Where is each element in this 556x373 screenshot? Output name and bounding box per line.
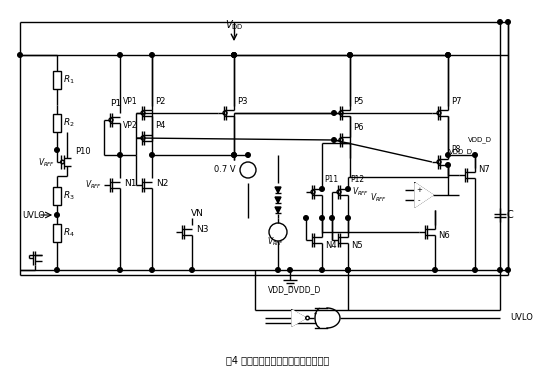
Text: VDD_DVDD_D: VDD_DVDD_D bbox=[269, 285, 322, 295]
Circle shape bbox=[232, 153, 236, 157]
Circle shape bbox=[473, 268, 477, 272]
Text: $V_{RFF}$: $V_{RFF}$ bbox=[370, 192, 387, 204]
Circle shape bbox=[150, 153, 155, 157]
Circle shape bbox=[330, 216, 334, 220]
Circle shape bbox=[446, 53, 450, 57]
Text: $V_{RFF}$: $V_{RFF}$ bbox=[267, 236, 285, 248]
Text: $V_{RFF}$: $V_{RFF}$ bbox=[38, 157, 55, 169]
Text: P2: P2 bbox=[155, 97, 165, 106]
Circle shape bbox=[190, 268, 194, 272]
Circle shape bbox=[498, 20, 502, 24]
Text: $V_{RFF}$: $V_{RFF}$ bbox=[352, 186, 369, 198]
Circle shape bbox=[346, 187, 350, 191]
Circle shape bbox=[232, 153, 236, 157]
Text: N7: N7 bbox=[478, 166, 490, 175]
Text: 0.7 V: 0.7 V bbox=[215, 166, 236, 175]
Circle shape bbox=[276, 268, 280, 272]
Text: P11: P11 bbox=[324, 176, 338, 185]
Circle shape bbox=[332, 138, 336, 142]
Text: UVLO: UVLO bbox=[22, 210, 45, 219]
Circle shape bbox=[246, 153, 250, 157]
Text: N5: N5 bbox=[351, 241, 363, 250]
Circle shape bbox=[232, 53, 236, 57]
Text: C: C bbox=[507, 210, 513, 220]
Text: VDD_D: VDD_D bbox=[468, 137, 492, 143]
Text: -: - bbox=[418, 197, 420, 203]
Bar bbox=[53, 224, 61, 242]
Circle shape bbox=[118, 53, 122, 57]
Circle shape bbox=[54, 268, 59, 272]
Text: $V_{RFF}$: $V_{RFF}$ bbox=[85, 179, 102, 191]
Circle shape bbox=[320, 268, 324, 272]
Circle shape bbox=[433, 268, 438, 272]
Text: P12: P12 bbox=[350, 176, 364, 185]
Circle shape bbox=[348, 53, 353, 57]
Circle shape bbox=[473, 153, 477, 157]
Bar bbox=[53, 187, 61, 205]
Polygon shape bbox=[292, 310, 306, 326]
Text: P3: P3 bbox=[237, 97, 247, 106]
Text: VP1: VP1 bbox=[123, 97, 138, 106]
Circle shape bbox=[498, 268, 502, 272]
Text: N1: N1 bbox=[124, 179, 137, 188]
Polygon shape bbox=[275, 187, 281, 193]
Circle shape bbox=[232, 53, 236, 57]
Text: P8: P8 bbox=[451, 145, 460, 154]
Text: VN: VN bbox=[191, 210, 204, 219]
Circle shape bbox=[446, 153, 450, 157]
Circle shape bbox=[320, 187, 324, 191]
Circle shape bbox=[18, 53, 22, 57]
Text: +: + bbox=[416, 187, 422, 193]
Text: P1: P1 bbox=[111, 100, 122, 109]
Circle shape bbox=[346, 268, 350, 272]
Text: $R_2$: $R_2$ bbox=[63, 117, 75, 129]
Text: $R_1$: $R_1$ bbox=[63, 74, 75, 86]
Circle shape bbox=[304, 216, 308, 220]
Polygon shape bbox=[415, 183, 433, 207]
Circle shape bbox=[346, 216, 350, 220]
Text: N4: N4 bbox=[325, 241, 336, 250]
Text: UVLO: UVLO bbox=[510, 313, 533, 323]
Circle shape bbox=[150, 268, 155, 272]
Circle shape bbox=[348, 53, 353, 57]
Text: VDD_D: VDD_D bbox=[449, 148, 473, 156]
Polygon shape bbox=[275, 207, 281, 213]
Text: N3: N3 bbox=[196, 226, 208, 235]
Text: VP2: VP2 bbox=[123, 122, 138, 131]
Circle shape bbox=[332, 111, 336, 115]
Circle shape bbox=[320, 216, 324, 220]
Circle shape bbox=[506, 20, 510, 24]
Circle shape bbox=[287, 268, 292, 272]
Polygon shape bbox=[275, 197, 281, 203]
Bar bbox=[53, 114, 61, 132]
Text: $R_3$: $R_3$ bbox=[63, 190, 75, 202]
Circle shape bbox=[232, 53, 236, 57]
Circle shape bbox=[118, 268, 122, 272]
Text: P5: P5 bbox=[353, 97, 364, 106]
Text: P10: P10 bbox=[75, 147, 91, 156]
Circle shape bbox=[446, 163, 450, 167]
Circle shape bbox=[346, 268, 350, 272]
Circle shape bbox=[54, 213, 59, 217]
Circle shape bbox=[118, 153, 122, 157]
Text: P7: P7 bbox=[451, 97, 461, 106]
Text: P4: P4 bbox=[155, 122, 165, 131]
Circle shape bbox=[446, 53, 450, 57]
Text: N2: N2 bbox=[156, 179, 168, 188]
Text: N6: N6 bbox=[438, 231, 450, 239]
Circle shape bbox=[54, 148, 59, 152]
Text: $V_{\rm DD}$: $V_{\rm DD}$ bbox=[225, 18, 244, 32]
Text: 图4 欠压锁定和数字电源的具体电路图: 图4 欠压锁定和数字电源的具体电路图 bbox=[226, 355, 330, 365]
Circle shape bbox=[506, 268, 510, 272]
Text: P6: P6 bbox=[353, 123, 364, 132]
Text: $R_4$: $R_4$ bbox=[63, 227, 75, 239]
Bar bbox=[53, 71, 61, 89]
Circle shape bbox=[150, 53, 155, 57]
